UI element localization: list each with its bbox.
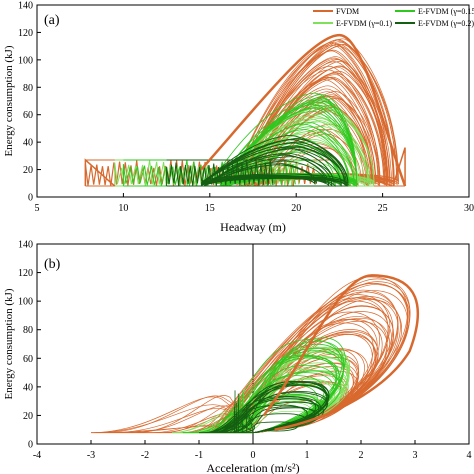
panel-b-y-axis: 0 20 40 60 80 100 120 140: [18, 240, 41, 451]
panel-a-fvdm-spike: [84, 158, 116, 187]
legend-label-efvdm-0.2: E-FVDM (γ=0.2): [418, 19, 474, 28]
panel-a-label: (a): [44, 13, 60, 28]
panel-a-x-tick-label: 15: [205, 203, 215, 214]
panel-b-loop: [218, 381, 328, 434]
panel-a-x-axis: 5 10 15 20 25 30: [35, 193, 474, 214]
panel-b-curves: [91, 274, 420, 434]
panel-b-x-tick-label: -4: [33, 450, 41, 461]
panel-a-fvdm-envelope: [200, 33, 407, 187]
panel-b-x-axis: -4 -3 -2 -1 0 1 2 3 4: [33, 440, 472, 461]
panel-a-x-tick-label: 25: [378, 203, 388, 214]
panel-b-tail: [204, 423, 254, 433]
panel-a-x-tick-label: 30: [464, 203, 474, 214]
panel-a-x-tick-label: 5: [35, 203, 40, 214]
panel-b-x-tick-label: 0: [251, 450, 256, 461]
panel-a-x-axis-label: Headway (m): [220, 220, 286, 234]
panel-a-y-axis-label: Energy consumption (kJ): [3, 45, 15, 156]
panel-a-y-tick-label: 100: [18, 55, 33, 66]
panel-b: -4 -3 -2 -1 0 1 2 3 4 0 20 40 60 80 100 120 140 (b) Acc…: [3, 240, 472, 474]
panel-b-x-tick-label: -3: [87, 450, 95, 461]
panel-a-y-tick-label: 140: [18, 1, 33, 12]
panel-b-tail: [116, 408, 254, 433]
panel-b-y-tick-label: 20: [23, 411, 33, 422]
panel-a-band: [166, 160, 274, 187]
legend-label-efvdm-0.15: E-FVDM (γ=0.15): [418, 7, 474, 16]
panel-b-y-tick-label: 60: [23, 354, 33, 365]
panel-b-y-tick-label: 120: [18, 268, 33, 279]
panel-a-curves: [84, 33, 407, 188]
panel-b-x-tick-label: 4: [467, 450, 472, 461]
panel-b-y-tick-label: 40: [23, 382, 33, 393]
panel-a-y-tick-label: 80: [23, 83, 33, 94]
panel-a-band: [114, 160, 300, 187]
panel-b-label: (b): [44, 257, 61, 272]
panel-a-y-tick-label: 40: [23, 138, 33, 149]
panel-b-tail: [227, 415, 254, 433]
panel-b-y-tick-label: 80: [23, 325, 33, 336]
panel-a-legend: FVDM E-FVDM (γ=0.1) E-FVDM (γ=0.15) E-FV…: [313, 7, 474, 28]
panel-b-tail: [95, 404, 254, 433]
panel-a-y-tick-label: 120: [18, 28, 33, 39]
panel-a-x-tick-label: 20: [291, 203, 301, 214]
panel-b-x-tick-label: 2: [359, 450, 364, 461]
panel-a-x-tick-label: 10: [118, 203, 128, 214]
panel-a-fvdm-spike: [392, 147, 406, 187]
panel-b-y-axis-label: Energy consumption (kJ): [3, 288, 15, 399]
panel-b-tail: [94, 396, 254, 433]
panel-a: 5 10 15 20 25 30 0 20 40 60 80 100 120 140 (a) Headw…: [3, 1, 474, 235]
legend-label-efvdm-0.1: E-FVDM (γ=0.1): [336, 19, 392, 28]
panel-b-x-axis-label: Acceleration (m/s²): [206, 461, 299, 474]
panel-b-x-tick-label: -1: [195, 450, 203, 461]
panel-a-y-axis: 0 20 40 60 80 100 120 140: [18, 1, 41, 204]
panel-b-y-tick-label: 100: [18, 297, 33, 308]
panel-a-y-tick-label: 0: [28, 193, 33, 204]
panel-b-x-tick-label: -2: [141, 450, 149, 461]
panel-b-loop: [212, 339, 343, 433]
panel-b-y-tick-label: 140: [18, 240, 33, 251]
panel-b-fvdm-envelope: [262, 274, 420, 431]
panel-b-tail: [136, 405, 254, 433]
panel-b-tail: [105, 395, 254, 433]
panel-a-y-tick-label: 20: [23, 165, 33, 176]
panel-b-y-tick-label: 0: [28, 440, 33, 451]
panel-b-x-tick-label: 3: [413, 450, 418, 461]
panel-b-x-tick-label: 1: [305, 450, 310, 461]
legend-label-fvdm: FVDM: [336, 7, 359, 16]
panel-a-y-tick-label: 60: [23, 110, 33, 121]
